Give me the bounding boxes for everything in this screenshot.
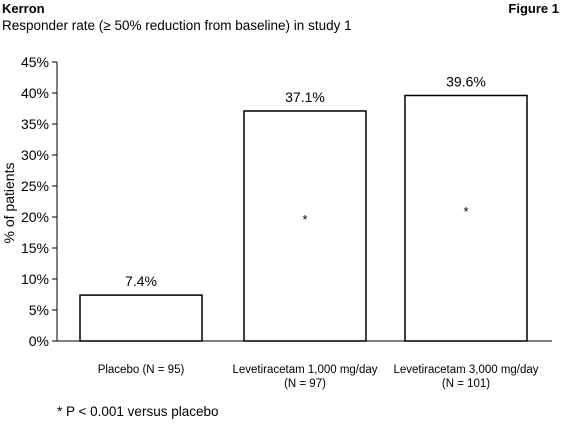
bar-value-label: 7.4%	[125, 273, 157, 289]
bar-value-label: 37.1%	[285, 89, 325, 105]
bar	[79, 294, 203, 342]
category-label: Levetiracetam 3,000 mg/day	[393, 364, 538, 376]
y-tick-label: 30%	[21, 147, 49, 163]
significance-marker: *	[463, 204, 468, 219]
chart-subtitle: Responder rate (≥ 50% reduction from bas…	[2, 18, 352, 33]
y-tick-label: 20%	[21, 209, 49, 225]
category-label: (N = 101)	[442, 378, 490, 390]
y-tick-label: 45%	[21, 54, 49, 70]
y-tick-label: 10%	[21, 271, 49, 287]
category-label: Placebo (N = 95)	[98, 364, 185, 376]
bars: 7.4% 37.1% * 39.6% *	[79, 73, 528, 342]
footnote: * P < 0.001 versus placebo	[57, 404, 219, 419]
x-axis-labels: Placebo (N = 95) Levetiracetam 1,000 mg/d…	[98, 364, 539, 390]
bar	[243, 110, 367, 342]
y-tick-label: 25%	[21, 178, 49, 194]
y-tick-label: 5%	[29, 302, 49, 318]
figure-label: Figure 1	[508, 1, 559, 16]
y-tick-label: 15%	[21, 240, 49, 256]
y-axis-label: % of patients	[1, 163, 17, 244]
category-label: Levetiracetam 1,000 mg/day	[232, 364, 377, 376]
y-axis: 0% 5% 10% 15% 20% 25% 30% 35% 40% 45%	[21, 54, 552, 349]
y-tick-label: 0%	[29, 333, 49, 349]
y-tick-label: 35%	[21, 116, 49, 132]
bar-value-label: 39.6%	[446, 73, 486, 89]
category-label: (N = 97)	[284, 378, 326, 390]
bar	[404, 94, 528, 342]
significance-marker: *	[302, 212, 307, 227]
author-name: Kerron	[2, 1, 45, 16]
y-tick-label: 40%	[21, 85, 49, 101]
